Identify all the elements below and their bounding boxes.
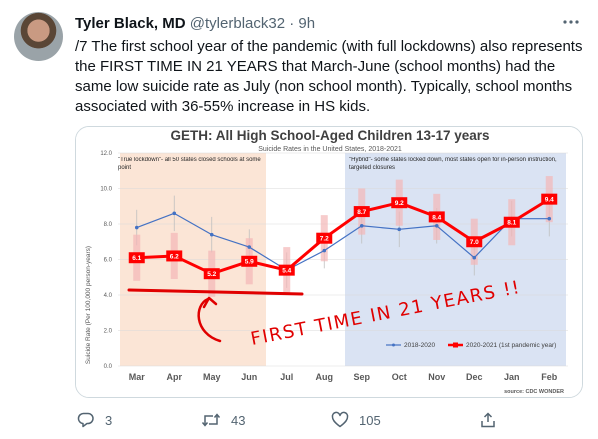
data-label: 5.9 [245,259,254,266]
x-tick-label: Oct [392,372,407,382]
data-label: 7.0 [470,239,479,246]
x-tick-label: Nov [428,372,445,382]
data-label: 5.4 [282,268,291,275]
y-tick-label: 6.0 [104,258,113,264]
reply-icon [77,412,94,428]
series-1-point [547,216,552,221]
retweet-count: 43 [231,412,246,428]
series-2-point [503,216,520,228]
series-2-point [278,264,295,276]
separator-dot: · [289,15,295,32]
retweet-button[interactable]: 43 [201,409,245,431]
reply-button[interactable]: 3 [77,409,112,431]
share-button[interactable] [479,409,507,431]
like-count: 105 [359,412,381,428]
data-label: 6.2 [170,253,179,260]
legend-series-1: 2018-2020 [404,342,435,349]
data-label: 8.7 [357,209,366,216]
series-1-point [434,223,439,228]
avatar[interactable] [14,12,63,61]
series-1-point [247,245,252,249]
series-2-point [166,250,183,262]
series-2-point [466,236,483,248]
series-1-point [359,223,364,228]
series-2-point [541,193,558,205]
like-button[interactable]: 105 [331,409,381,431]
series-1-point [397,227,402,232]
series-2-point [391,197,408,209]
heart-icon [331,411,349,428]
series-1-point [322,248,327,253]
data-label: 5.2 [207,271,216,278]
chart-subtitle: Suicide Rates in the United States, 2018… [258,146,402,153]
author-handle[interactable]: @tylerblack32 [189,15,286,32]
x-tick-label: Dec [466,372,483,382]
data-label: 9.4 [545,197,554,204]
tweet-header: Tyler Black, MD @tylerblack32 · 9h [75,14,584,34]
x-tick-label: Mar [129,372,146,382]
x-tick-label: Jul [280,372,293,382]
x-tick-label: Aug [316,372,334,382]
reply-count: 3 [105,412,113,428]
tweet-text: /7 The first school year of the pandemic… [75,38,583,115]
series-line-2018-2020 [136,212,550,271]
series-1-point [172,211,177,216]
data-label: 6.1 [132,255,141,262]
chart-svg: 0.0 2.0 4.0 6.0 8.0 10.0 12.0 Mar Apr May Jun Jul A… [76,127,582,397]
y-tick-label: 12.0 [100,151,112,157]
timestamp[interactable]: 9h [298,15,316,32]
x-tick-label: Jan [504,372,520,382]
series-1-point [209,232,214,237]
retweet-icon [201,413,221,427]
share-icon [481,412,495,428]
series-2-point [353,206,370,218]
legend-series-2: 2020-2021 (1st pandemic year) [466,342,556,349]
data-label: 7.2 [320,236,329,243]
x-tick-label: May [203,372,221,382]
y-tick-label: 4.0 [104,293,113,299]
chart-legend: 2018-2020 2020-2021 (1st pandemic year) [386,342,556,349]
y-axis-label: Suicide Rate (Per 100,000 person-years) [85,246,92,364]
series-2-point [203,268,220,280]
series-2-point [428,211,445,223]
lockdown-region-label-box: "True lockdown"- all 50 states closed sc… [118,157,261,171]
series-2-point [241,255,258,267]
y-tick-label: 0.0 [104,364,113,370]
chart-source: source: CDC WONDER [504,389,564,395]
series-1-point [472,255,477,260]
y-tick-label: 10.0 [100,187,112,193]
lockdown-region-label: "True lockdown"- all 50 states closed sc… [118,157,261,171]
series-2-point [128,252,145,264]
tweet-image-chart[interactable]: 0.0 2.0 4.0 6.0 8.0 10.0 12.0 Mar Apr May Jun Jul A… [75,126,583,398]
tweet-actions: 3 43 105 [75,409,515,431]
series-2-point [316,232,333,244]
y-tick-label: 2.0 [104,329,113,335]
y-tick-label: 8.0 [104,222,113,228]
chart-title: GETH: All High School-Aged Children 13-1… [170,128,489,143]
more-dots-icon[interactable] [562,13,580,36]
data-label: 9.2 [395,200,404,207]
x-tick-label: Apr [167,372,183,382]
x-tick-label: Feb [541,372,558,382]
hybrid-region-label-box: "Hybrid"- some states locked down, most … [349,157,557,171]
author-name[interactable]: Tyler Black, MD [75,15,186,32]
data-label: 8.1 [507,220,516,227]
data-label: 8.4 [432,214,441,221]
hybrid-region-label: "Hybrid"- some states locked down, most … [349,157,557,171]
series-1-point [134,225,139,230]
x-tick-label: Sep [353,372,370,382]
x-tick-label: Jun [241,372,257,382]
